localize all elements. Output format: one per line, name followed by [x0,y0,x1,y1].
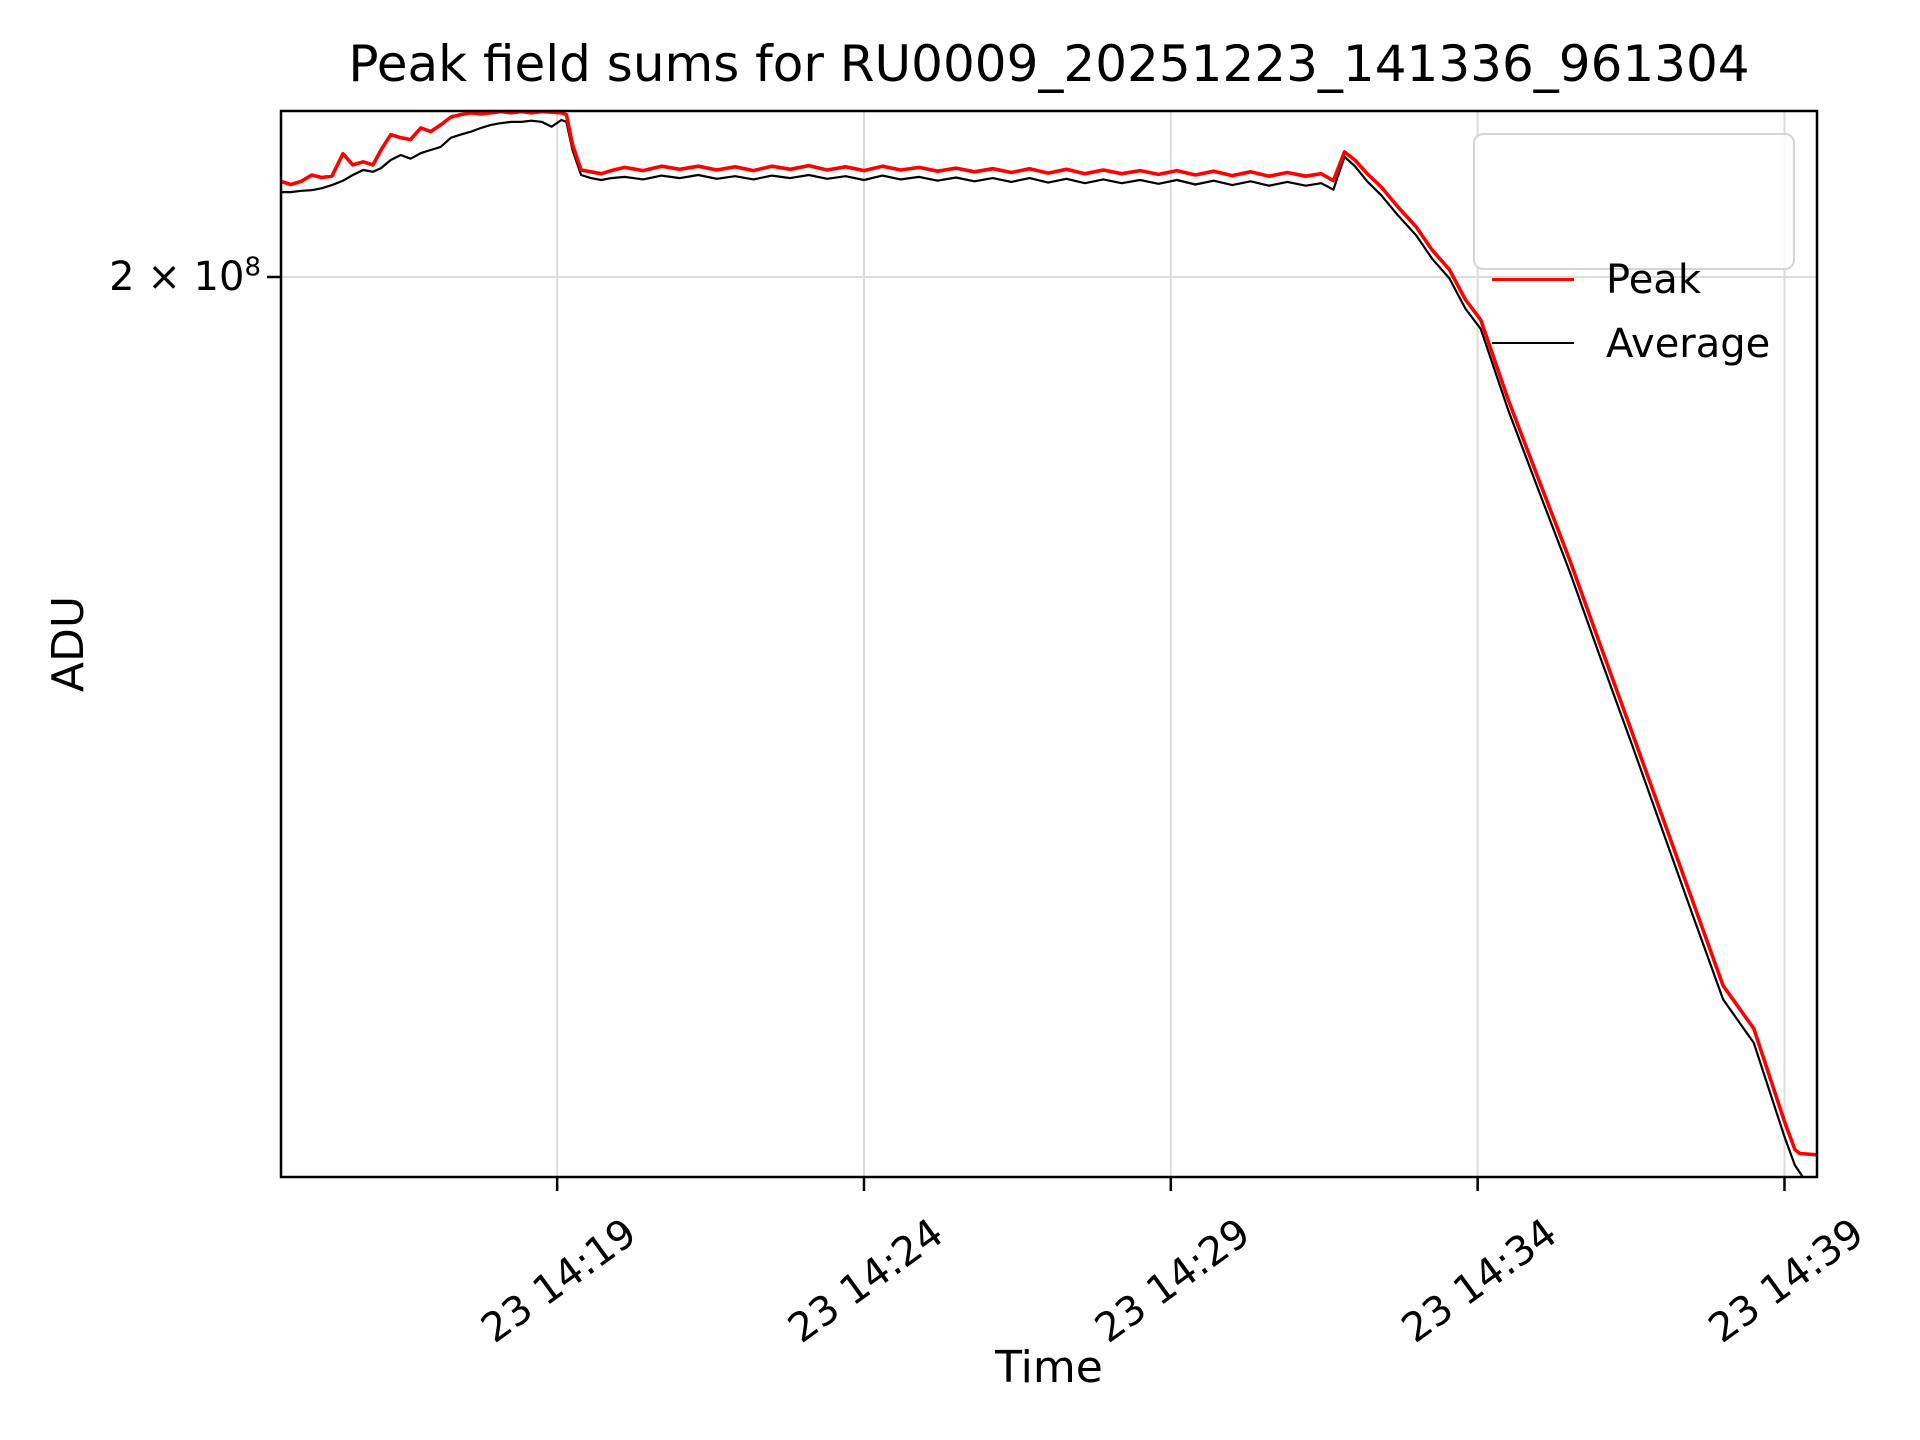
plot-frame [279,109,1819,1179]
chart-title: Peak field sums for RU0009_20251223_1413… [348,35,1750,93]
y-tick-exponent: 8 [244,252,261,283]
legend-label-average: Average [1606,321,1771,367]
x-tick-label: 23 14:39 [1701,1210,1873,1352]
data-series [281,111,1817,1177]
y-tick-mantissa: 2 × 10 [109,254,245,300]
x-tick-label: 23 14:19 [473,1210,645,1352]
legend-entry-peak: Peak [1475,257,1793,303]
y-tick-label: 2 × 108 [109,251,261,303]
x-tick-labels: 23 14:19 23 14:24 23 14:29 23 14:34 23 14:39 [473,1210,1872,1352]
legend: Peak Average [1473,133,1795,367]
average-line-swatch [1492,342,1574,344]
series-line-peak [281,111,1817,1157]
y-axis-label: ADU [43,595,94,693]
series-line-average [281,118,1805,1177]
x-axis-label: Time [995,1342,1103,1393]
legend-label-peak: Peak [1606,257,1701,303]
gridlines [281,111,1817,1177]
legend-entry-average: Average [1475,321,1793,367]
tick-marks [267,275,1786,1191]
x-tick-label: 23 14:34 [1394,1210,1566,1352]
peak-line-swatch [1492,278,1574,281]
x-tick-label: 23 14:24 [780,1210,952,1352]
x-tick-label: 23 14:29 [1087,1210,1259,1352]
